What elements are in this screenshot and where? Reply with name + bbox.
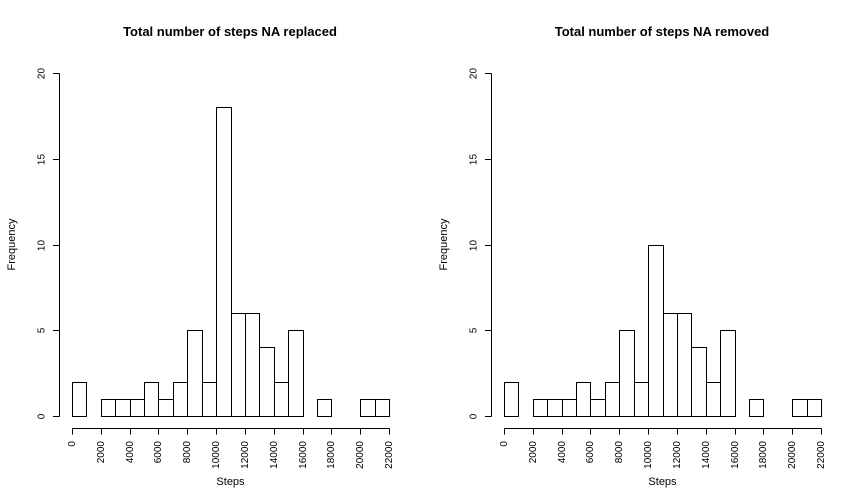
histogram-bar bbox=[663, 313, 678, 417]
y-tick-label: 5 bbox=[37, 327, 48, 333]
histogram-bar bbox=[807, 399, 822, 417]
histogram-bar bbox=[245, 313, 260, 417]
y-tick-label: 20 bbox=[469, 68, 480, 80]
y-tick-label: 5 bbox=[469, 327, 480, 333]
histogram-bar bbox=[648, 245, 664, 417]
x-tick-label: 2000 bbox=[96, 441, 107, 464]
y-tick-label: 15 bbox=[469, 154, 480, 166]
histogram-bar bbox=[130, 399, 145, 417]
x-tick-label: 18000 bbox=[326, 441, 337, 469]
x-tick-label: 6000 bbox=[585, 441, 596, 464]
x-tick-label: 4000 bbox=[557, 441, 568, 464]
histogram-bar bbox=[173, 382, 188, 417]
y-tick-label: 10 bbox=[469, 240, 480, 252]
x-tick-label: 20000 bbox=[787, 441, 798, 469]
panel-na-removed: Total number of steps NA removed 0 5 10 15 20… bbox=[438, 24, 827, 488]
histogram-bar bbox=[216, 107, 232, 417]
y-tick-label: 0 bbox=[469, 413, 480, 419]
histogram-bar bbox=[202, 382, 217, 417]
histogram-bar bbox=[115, 399, 131, 417]
histogram-bar bbox=[72, 382, 87, 417]
histogram-bar bbox=[720, 330, 736, 417]
x-tick-label: 8000 bbox=[614, 441, 625, 464]
x-tick-label: 16000 bbox=[298, 441, 309, 469]
x-tick-label: 8000 bbox=[182, 441, 193, 464]
x-tick-label: 2000 bbox=[528, 441, 539, 464]
x-tick-label: 12000 bbox=[672, 441, 683, 469]
histogram-bar bbox=[504, 382, 519, 417]
histogram-bar bbox=[634, 382, 649, 417]
histogram-bar bbox=[691, 347, 707, 417]
histogram-bar bbox=[375, 399, 390, 417]
histogram-bar bbox=[288, 330, 304, 417]
histogram-bar bbox=[590, 399, 606, 417]
histogram-bar bbox=[677, 313, 692, 417]
x-tick-label: 20000 bbox=[355, 441, 366, 469]
chart-title: Total number of steps NA replaced bbox=[123, 24, 337, 39]
histogram-bar bbox=[547, 399, 563, 417]
x-tick-label: 4000 bbox=[125, 441, 136, 464]
x-tick-label: 0 bbox=[499, 441, 510, 447]
histogram-bar bbox=[259, 347, 275, 417]
x-tick-label: 10000 bbox=[643, 441, 654, 469]
histogram-bar bbox=[144, 382, 159, 417]
histogram-bar bbox=[605, 382, 620, 417]
histogram-bar bbox=[231, 313, 246, 417]
y-axis-label: Frequency bbox=[6, 218, 18, 270]
x-tick-label: 0 bbox=[67, 441, 78, 447]
x-tick-label: 14000 bbox=[269, 441, 280, 469]
x-tick-label: 16000 bbox=[730, 441, 741, 469]
histogram-bar bbox=[749, 399, 764, 417]
chart-title: Total number of steps NA removed bbox=[555, 24, 770, 39]
x-tick-label: 6000 bbox=[153, 441, 164, 464]
x-tick-label: 22000 bbox=[816, 441, 827, 469]
histogram-bar bbox=[562, 399, 577, 417]
x-axis-label: Steps bbox=[648, 476, 677, 488]
y-tick-label: 0 bbox=[37, 413, 48, 419]
y-axis-label: Frequency bbox=[438, 218, 450, 270]
histogram-bar bbox=[619, 330, 635, 417]
x-tick-label: 14000 bbox=[701, 441, 712, 469]
x-tick-label: 12000 bbox=[240, 441, 251, 469]
panel-na-replaced: Total number of steps NA replaced 0 5 10 15 2… bbox=[6, 24, 395, 488]
histogram-bar bbox=[274, 382, 289, 417]
histogram-bar bbox=[101, 399, 116, 417]
y-tick-label: 10 bbox=[37, 240, 48, 252]
x-tick-label: 10000 bbox=[211, 441, 222, 469]
histogram-bar bbox=[706, 382, 721, 417]
histogram-bar bbox=[187, 330, 203, 417]
x-axis-label: Steps bbox=[216, 476, 245, 488]
y-tick-label: 15 bbox=[37, 154, 48, 166]
x-tick-label: 18000 bbox=[758, 441, 769, 469]
x-tick-label: 22000 bbox=[384, 441, 395, 469]
y-tick-label: 20 bbox=[37, 68, 48, 80]
histogram-bar bbox=[360, 399, 376, 417]
histogram-bar bbox=[317, 399, 332, 417]
histogram-bar bbox=[576, 382, 591, 417]
histogram-bar bbox=[792, 399, 808, 417]
histogram-bar bbox=[158, 399, 174, 417]
histogram-bar bbox=[533, 399, 548, 417]
